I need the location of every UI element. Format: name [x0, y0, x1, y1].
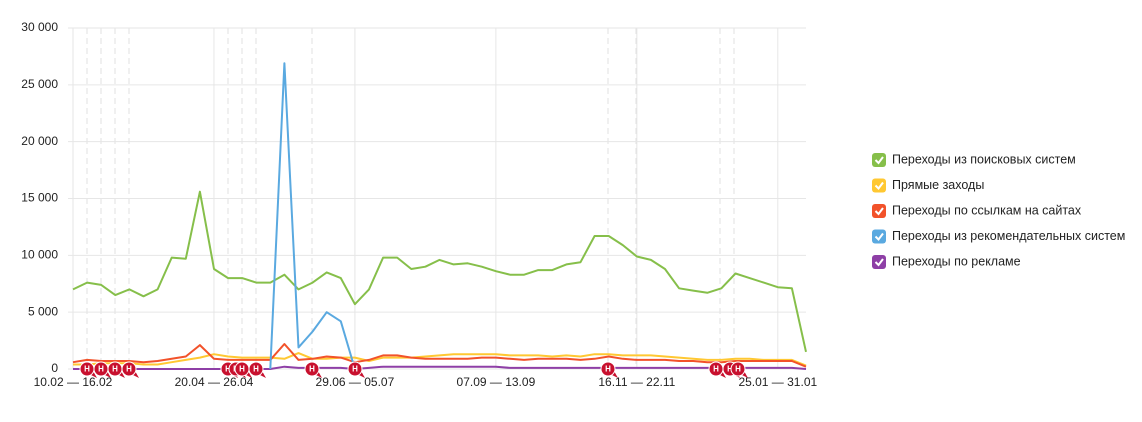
legend-label: Переходы по ссылкам на сайтах: [892, 203, 1082, 217]
legend-item[interactable]: Переходы из рекомендательных систем: [872, 229, 1125, 244]
holiday-marker: Н: [304, 361, 322, 378]
x-tick-label: 16.11 — 22.11: [598, 375, 675, 389]
x-tick-label: 10.02 — 16.02: [34, 375, 113, 389]
legend-item[interactable]: Прямые заходы: [872, 178, 984, 193]
legend-label: Переходы из рекомендательных систем: [892, 229, 1125, 243]
holiday-label: Н: [98, 365, 104, 374]
holiday-marker: Н: [234, 361, 252, 378]
series-line: [72, 343, 807, 368]
series-line: [73, 365, 807, 370]
legend-label: Переходы из поисковых систем: [892, 152, 1076, 166]
holiday-marker: Н: [107, 361, 125, 378]
holiday-marker: Н: [121, 361, 139, 378]
legend-label: Прямые заходы: [892, 178, 984, 192]
legend-checkbox[interactable]: [872, 255, 886, 269]
legend-checkbox[interactable]: [872, 178, 886, 193]
holiday-circle: [304, 361, 320, 377]
series-line: [72, 190, 807, 353]
series-line: [269, 62, 356, 370]
legend: Переходы из поисковых систем Прямые заход…: [872, 152, 1125, 269]
holiday-label: Н: [225, 365, 231, 374]
holiday-marker: Н: [248, 361, 266, 378]
holiday-label: Н: [605, 365, 611, 374]
holiday-label: Н: [352, 365, 358, 374]
holiday-marker: Н: [730, 361, 748, 378]
legend-checkbox[interactable]: [872, 153, 886, 167]
holiday-label: Н: [84, 365, 90, 374]
y-tick-label: 20 000: [21, 134, 58, 148]
holiday-label: Н: [309, 365, 315, 374]
legend-label: Переходы по рекламе: [892, 254, 1021, 268]
holiday-marker: Н: [600, 361, 618, 378]
legend-check: [874, 181, 884, 191]
x-tick-label: 20.04 — 26.04: [175, 375, 254, 389]
holiday-marker: Н: [79, 361, 97, 378]
holiday-label: Н: [253, 365, 259, 374]
holiday-circle: [248, 361, 264, 377]
holiday-marker: Н: [347, 361, 365, 378]
holiday-circle: [600, 361, 616, 377]
x-tick-label: 29.06 — 05.07: [316, 375, 395, 389]
legend-check: [874, 207, 884, 216]
holiday-label: Н: [112, 365, 118, 374]
y-tick-label: 10 000: [21, 248, 58, 262]
legend-item[interactable]: Переходы из поисковых систем: [872, 152, 1076, 167]
holiday-circle: [121, 361, 137, 377]
y-tick-label: 15 000: [21, 191, 58, 205]
legend-check: [874, 258, 884, 267]
x-tick-label: 07.09 — 13.09: [457, 375, 536, 389]
legend-item[interactable]: Переходы по ссылкам на сайтах: [872, 203, 1082, 218]
y-tick-label: 0: [51, 361, 58, 375]
y-tick-label: 30 000: [21, 20, 58, 34]
holiday-label: Н: [239, 365, 245, 374]
legend-checkbox[interactable]: [872, 204, 886, 218]
legend-checkbox[interactable]: [872, 229, 886, 244]
holiday-label: Н: [126, 365, 132, 374]
x-tick-label: 25.01 — 31.01: [738, 375, 817, 389]
holiday-label: Н: [727, 365, 733, 374]
holiday-label: Н: [713, 365, 719, 374]
series-line: [73, 352, 807, 367]
legend-check: [874, 156, 884, 165]
legend-check: [874, 232, 884, 242]
holiday-label: Н: [735, 365, 741, 374]
y-tick-label: 5 000: [28, 304, 58, 318]
y-tick-label: 25 000: [21, 77, 58, 91]
legend-item[interactable]: Переходы по рекламе: [872, 254, 1021, 269]
holiday-marker: Н: [93, 361, 111, 378]
holiday-circle: [730, 361, 746, 377]
holiday-circle: [347, 361, 363, 377]
